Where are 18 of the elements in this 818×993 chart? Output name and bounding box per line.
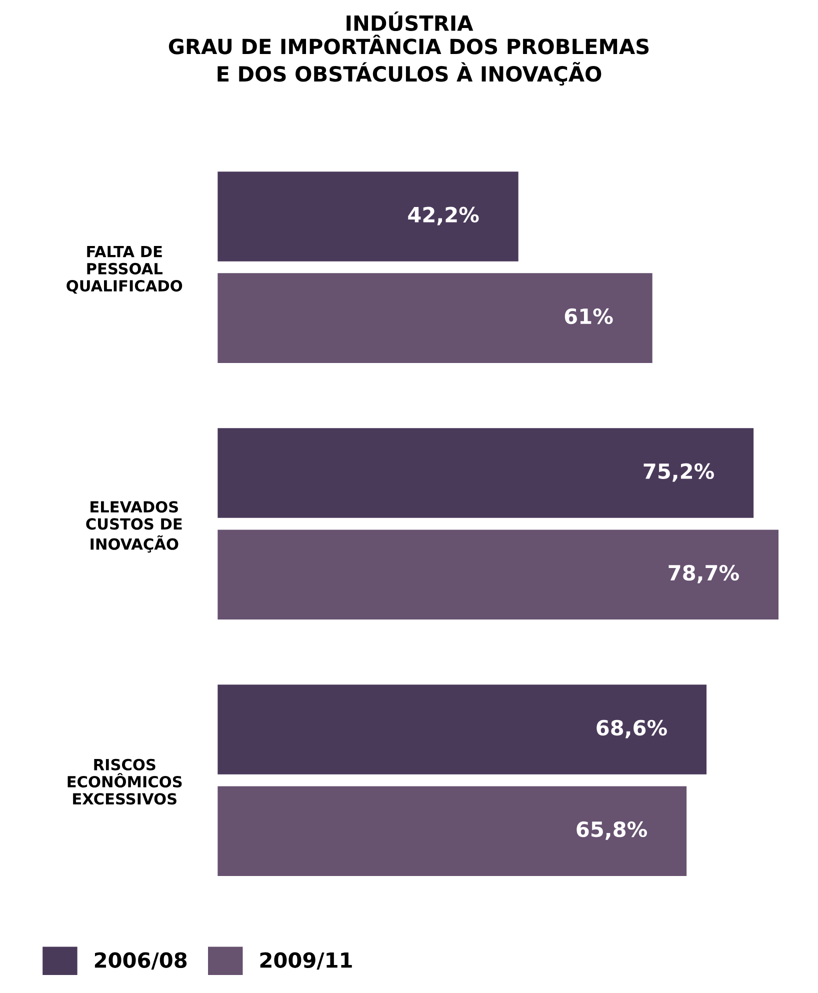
bar bbox=[218, 530, 778, 620]
bar bbox=[218, 428, 754, 518]
chart-title: INDÚSTRIA GRAU DE IMPORTÂNCIA DOS PROBLEMAS E DOS OBSTÁCULOS À INOVAÇÃO bbox=[168, 11, 649, 86]
data-label: 68,6% bbox=[596, 720, 667, 738]
data-label: 78,7% bbox=[668, 564, 739, 584]
legend-label: 2006/08 bbox=[94, 952, 187, 970]
y-tick-label: FALTA DE PESSOAL QUALIFICADO bbox=[66, 246, 182, 294]
bar bbox=[218, 172, 518, 262]
bar bbox=[218, 786, 687, 876]
y-tick-label: RISCOS ECONÔMICOS EXCESSIVOS bbox=[68, 758, 182, 805]
data-label: 65,8% bbox=[576, 821, 648, 840]
bar bbox=[218, 684, 707, 774]
bar bbox=[218, 273, 652, 363]
data-label: 61% bbox=[564, 308, 613, 324]
data-label: 75,2% bbox=[644, 463, 714, 482]
data-label: 42,2% bbox=[408, 206, 479, 226]
legend-label: 2009/11 bbox=[260, 952, 352, 970]
y-tick-label: ELEVADOS CUSTOS DE INOVAÇÃO bbox=[86, 501, 182, 553]
